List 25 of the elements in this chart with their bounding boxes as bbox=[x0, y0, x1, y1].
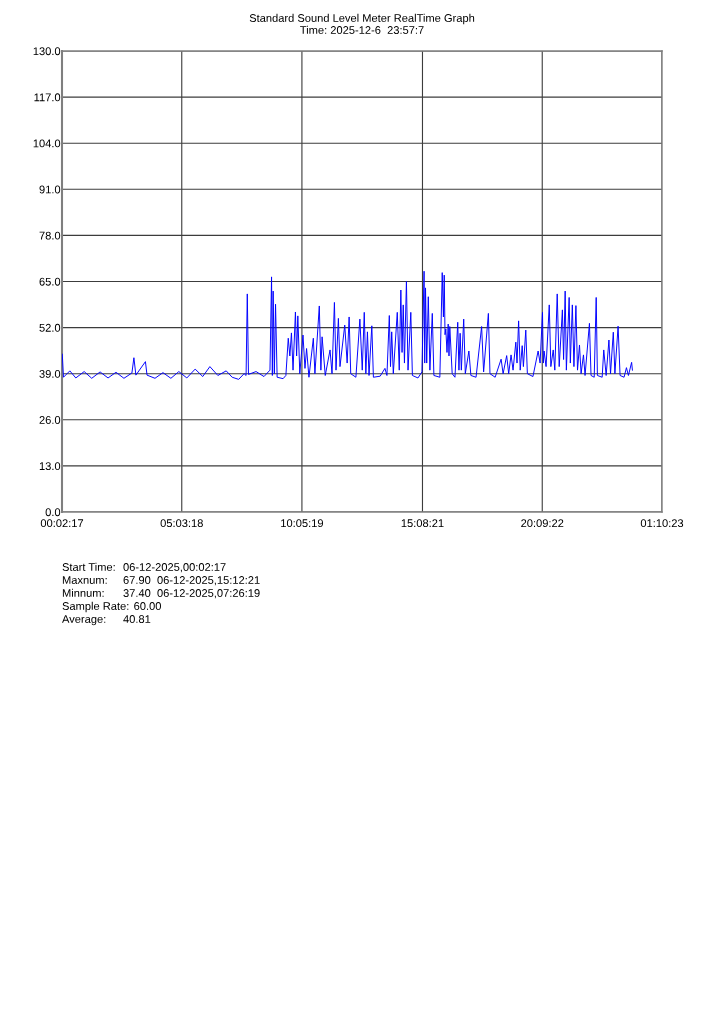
chart-title: Standard Sound Level Meter RealTime Graph bbox=[249, 13, 475, 25]
line-series bbox=[62, 270, 633, 380]
y-tick-label: 104.0 bbox=[33, 139, 61, 148]
y-tick-label: 117.0 bbox=[34, 93, 61, 102]
y-tick-label: 0.0 bbox=[45, 508, 61, 517]
y-tick-label: 65.0 bbox=[39, 277, 61, 286]
y-tick-label: 39.0 bbox=[39, 369, 61, 378]
y-tick-label: 52.0 bbox=[39, 323, 61, 332]
y-tick-label: 78.0 bbox=[39, 231, 61, 240]
x-tick-label: 10:05:19 bbox=[281, 519, 324, 528]
y-tick-label: 130.0 bbox=[33, 47, 61, 56]
text: Maxnum: 67.90 06-12-2025,15:12:21 bbox=[62, 576, 260, 586]
x-tick-label: 20:09:22 bbox=[521, 519, 564, 528]
x-tick-label: 01:10:23 bbox=[640, 519, 684, 528]
text: Start Time: 06-12-2025,00:02:17 bbox=[62, 562, 226, 573]
y-tick-label: 13.0 bbox=[39, 462, 61, 471]
x-tick-label: 15:08:21 bbox=[401, 519, 444, 528]
text: Sample Rate: 60.00 bbox=[62, 601, 161, 613]
x-tick-label: 00:02:17 bbox=[40, 519, 84, 528]
x-tick-label: 05:03:18 bbox=[160, 519, 203, 528]
text: Minnum: 37.40 06-12-2025,07:26:19 bbox=[62, 588, 260, 599]
y-tick-label: 26.0 bbox=[39, 416, 61, 424]
y-tick-label: 91.0 bbox=[39, 185, 61, 194]
chart-subtitle: Time: 2025-12-6 23:57:7 bbox=[300, 25, 424, 34]
text: Average: 40.81 bbox=[62, 615, 151, 626]
